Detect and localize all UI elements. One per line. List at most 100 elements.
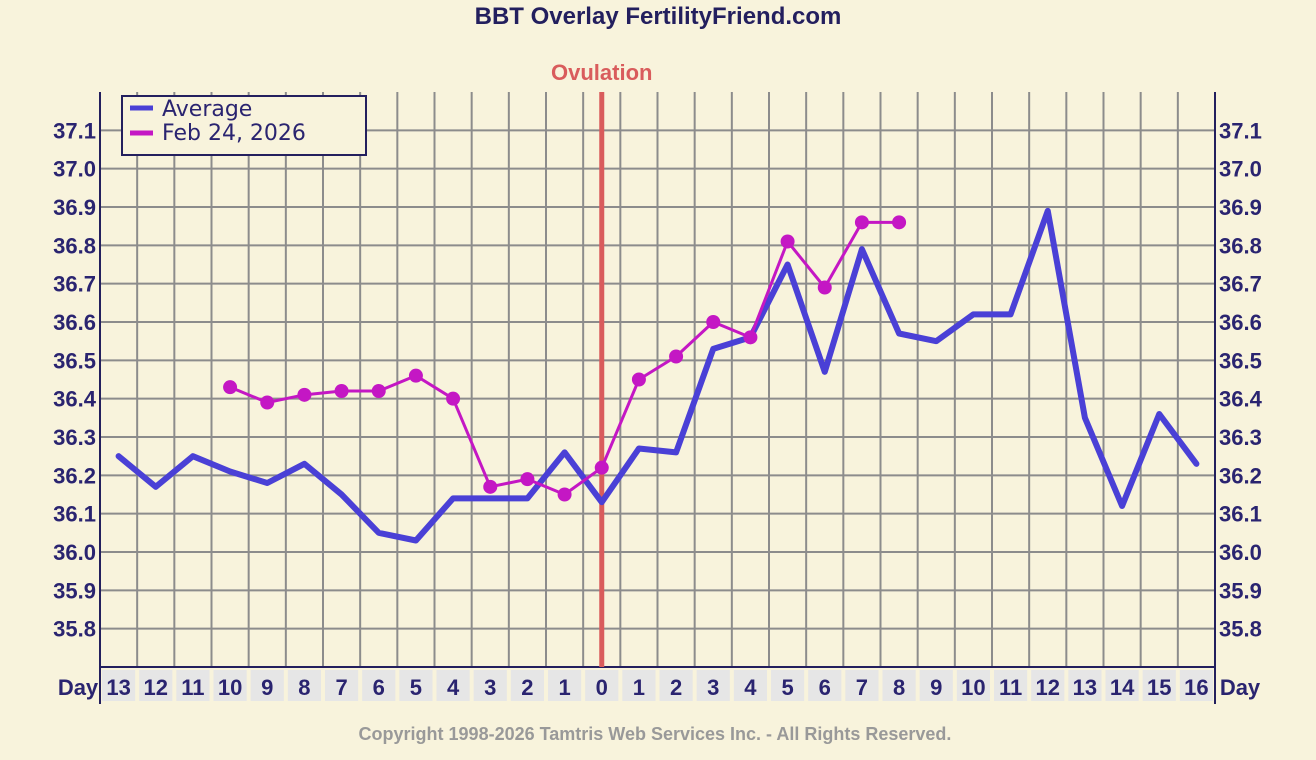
y-tick-label: 36.7 xyxy=(53,272,96,297)
day-cell xyxy=(139,670,173,701)
cycle-temperature-point xyxy=(706,315,721,329)
x-tick-label: 10 xyxy=(218,675,242,700)
x-tick-label: 15 xyxy=(1147,675,1171,700)
y-tick-label: 36.4 xyxy=(1219,387,1263,412)
y-tick-label: 37.1 xyxy=(1219,118,1262,143)
y-tick-label: 35.8 xyxy=(53,617,96,642)
series-layer xyxy=(115,207,1200,544)
x-tick-label: 11 xyxy=(999,675,1022,700)
x-tick-label: 4 xyxy=(744,675,757,700)
y-tick-label: 36.1 xyxy=(53,502,96,527)
cycle-temperature-point xyxy=(854,215,869,230)
day-cell xyxy=(845,670,879,701)
day-cell xyxy=(473,670,507,701)
x-tick-label: 14 xyxy=(1110,675,1135,700)
y-tick-label: 36.0 xyxy=(53,540,96,565)
day-cell xyxy=(548,670,582,701)
day-cell xyxy=(287,670,321,701)
y-tick-label: 36.8 xyxy=(1219,233,1262,258)
y-tick-label: 36.1 xyxy=(1219,502,1262,527)
cycle-temperature-point xyxy=(520,472,535,487)
legend-label-cycle: Feb 24, 2026 xyxy=(162,121,306,146)
y-tick-label: 35.8 xyxy=(1219,617,1262,642)
cycle-temperature-point xyxy=(594,460,609,475)
day-cell xyxy=(956,670,990,701)
legend-box xyxy=(121,95,367,156)
y-tick-label: 36.3 xyxy=(1219,425,1262,450)
day-cell xyxy=(696,670,730,701)
day-cell xyxy=(994,670,1028,701)
average-temperature-line xyxy=(115,207,1200,544)
day-cell xyxy=(585,670,619,701)
y-tick-label: 35.9 xyxy=(1219,578,1262,603)
day-cell xyxy=(213,670,247,701)
cycle-temperature-point xyxy=(297,387,312,402)
series-average xyxy=(115,207,1200,544)
day-axis-label-left: Day xyxy=(58,675,99,700)
x-tick-label: 6 xyxy=(373,675,385,700)
day-cell xyxy=(1105,670,1139,701)
day-cell xyxy=(399,670,433,701)
x-tick-label: 11 xyxy=(181,675,204,700)
day-axis: 13 12 11 10 9 8 7 6 5 4 3 2 1 0 1 2 3 4 5 6 7 8 9 10 11 12 13 14 15 1… xyxy=(58,670,1261,701)
legend: Average Feb 24, 2026 xyxy=(121,95,367,156)
y-tick-label: 36.7 xyxy=(1219,272,1262,297)
cycle-temperature-point xyxy=(408,368,423,383)
axes xyxy=(99,92,1216,704)
y-tick-label: 37.0 xyxy=(1219,157,1262,182)
y-tick-label: 36.9 xyxy=(1219,195,1262,220)
cycle-temperature-point xyxy=(223,380,238,395)
cycle-temperature-point xyxy=(483,479,498,494)
x-tick-label: 8 xyxy=(893,675,905,700)
day-cell xyxy=(733,670,767,701)
x-tick-label: 2 xyxy=(670,675,682,700)
day-cell xyxy=(176,670,210,701)
cycle-temperature-point xyxy=(446,391,461,406)
cycle-temperature-point xyxy=(631,372,646,387)
y-axis-right: 35.8 35.9 36.0 36.1 36.2 36.3 36.4 36.5 36.6 36.7… xyxy=(1219,118,1263,641)
y-tick-label: 36.5 xyxy=(1219,348,1262,373)
y-tick-label: 37.1 xyxy=(53,118,96,143)
x-tick-label: 0 xyxy=(596,675,608,700)
x-tick-label: 1 xyxy=(633,675,645,700)
y-tick-label: 36.2 xyxy=(53,463,96,488)
x-tick-label: 12 xyxy=(1036,675,1060,700)
copyright-notice: Copyright 1998-2026 Tamtris Web Services… xyxy=(359,724,952,744)
x-tick-label: 3 xyxy=(484,675,496,700)
cycle-temperature-point xyxy=(669,349,684,364)
cycle-temperature-point xyxy=(780,234,795,249)
day-axis-label-right: Day xyxy=(1220,675,1261,700)
day-cell xyxy=(1068,670,1102,701)
y-tick-label: 36.8 xyxy=(53,233,96,258)
day-cell xyxy=(882,670,916,701)
x-tick-label: 3 xyxy=(707,675,719,700)
day-cell xyxy=(436,670,470,701)
day-cell xyxy=(1031,670,1065,701)
day-cell xyxy=(102,670,136,701)
chart-title: BBT Overlay FertilityFriend.com xyxy=(475,3,842,30)
x-tick-label: 13 xyxy=(1073,675,1097,700)
x-tick-label: 5 xyxy=(781,675,793,700)
x-tick-label: 16 xyxy=(1184,675,1208,700)
day-cell xyxy=(622,670,656,701)
x-tick-label: 9 xyxy=(930,675,942,700)
day-cell xyxy=(325,670,359,701)
series-cycle xyxy=(223,215,907,502)
x-tick-label: 13 xyxy=(106,675,130,700)
y-tick-label: 36.6 xyxy=(1219,310,1262,335)
cycle-temperature-point xyxy=(260,395,275,410)
y-tick-label: 36.5 xyxy=(53,348,96,373)
day-cell xyxy=(771,670,805,701)
x-tick-label: 1 xyxy=(558,675,570,700)
x-tick-label: 7 xyxy=(856,675,868,700)
day-cell xyxy=(1179,670,1213,701)
x-tick-label: 9 xyxy=(261,675,273,700)
y-tick-label: 35.9 xyxy=(53,578,96,603)
day-cell xyxy=(250,670,284,701)
cycle-temperature-point xyxy=(557,487,572,502)
x-tick-label: 8 xyxy=(298,675,310,700)
y-tick-label: 36.9 xyxy=(53,195,96,220)
x-tick-label: 7 xyxy=(335,675,347,700)
x-tick-label: 12 xyxy=(144,675,168,700)
